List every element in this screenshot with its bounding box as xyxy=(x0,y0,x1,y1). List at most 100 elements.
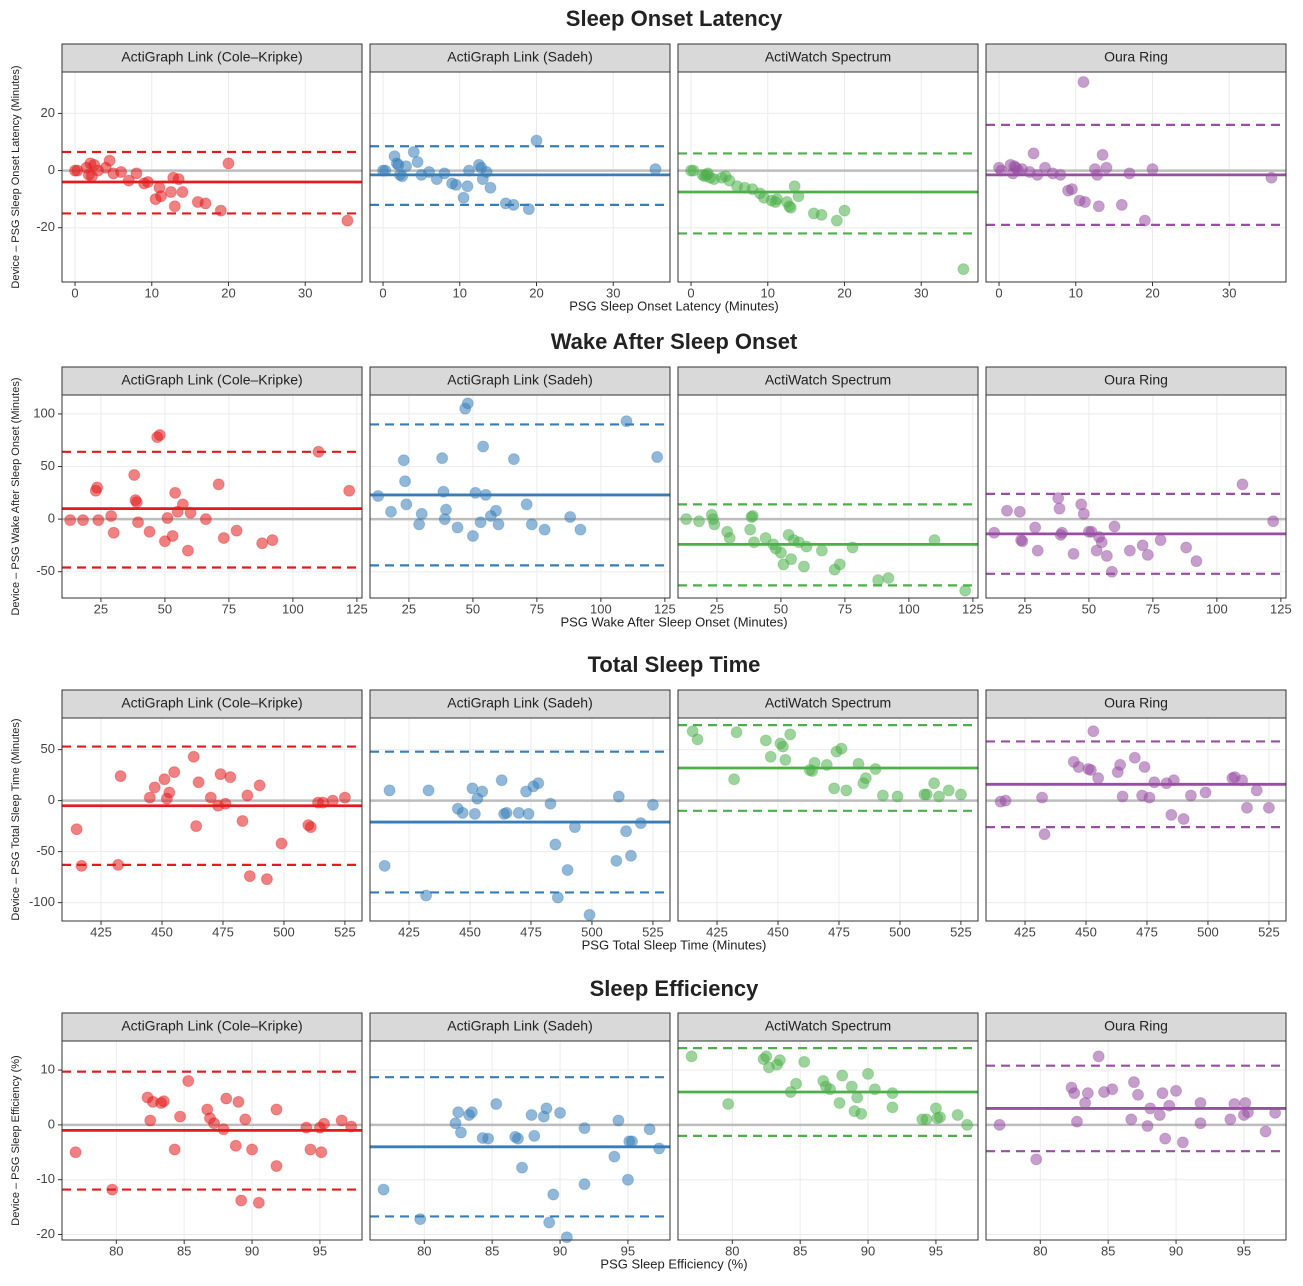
x-tick-label: 25 xyxy=(1018,601,1032,616)
point xyxy=(1170,1084,1183,1097)
point xyxy=(415,507,428,520)
strip-label: ActiGraph Link (Sadeh) xyxy=(447,372,593,388)
point xyxy=(182,1075,195,1088)
x-tick-label: 450 xyxy=(459,924,481,939)
point xyxy=(836,1069,849,1082)
point xyxy=(1095,536,1108,549)
x-tick-label: 525 xyxy=(334,924,356,939)
point xyxy=(1141,548,1154,561)
plot-bg xyxy=(678,718,978,921)
point xyxy=(1090,544,1103,557)
point xyxy=(653,1142,666,1155)
row-title: Sleep Efficiency xyxy=(590,976,760,1001)
point xyxy=(384,505,397,518)
point xyxy=(157,1095,170,1108)
point xyxy=(241,789,254,802)
y-axis-title: Device – PSG Sleep Efficiency (%) xyxy=(10,1055,22,1225)
strip-label: ActiWatch Spectrum xyxy=(765,372,891,388)
point xyxy=(845,1080,858,1093)
point xyxy=(304,821,317,834)
x-tick-label: 125 xyxy=(346,601,368,616)
x-tick-label: 80 xyxy=(109,1243,123,1258)
x-tick-label: 95 xyxy=(313,1243,327,1258)
point xyxy=(624,849,637,862)
panel-border xyxy=(369,394,671,599)
point xyxy=(1084,764,1097,777)
x-tick-label: 90 xyxy=(553,1243,567,1258)
point xyxy=(451,521,464,534)
point xyxy=(625,1135,638,1148)
point xyxy=(1072,760,1085,773)
point xyxy=(461,180,474,193)
point xyxy=(204,791,217,804)
point xyxy=(578,1122,591,1135)
x-tick-label: 0 xyxy=(687,285,694,300)
point xyxy=(168,200,181,213)
point xyxy=(574,523,587,536)
point xyxy=(722,1098,735,1111)
x-tick-label: 50 xyxy=(1082,601,1096,616)
point xyxy=(1236,478,1249,491)
point xyxy=(482,1132,495,1145)
plot-bg xyxy=(62,718,362,921)
point xyxy=(115,166,128,178)
point xyxy=(1079,1096,1092,1109)
point xyxy=(933,1111,946,1124)
point xyxy=(532,777,545,790)
point xyxy=(154,190,167,203)
point xyxy=(1143,791,1156,804)
point xyxy=(516,1161,529,1174)
point xyxy=(114,770,127,783)
x-tick-label: 425 xyxy=(1014,924,1036,939)
point xyxy=(686,725,699,738)
point xyxy=(1146,163,1159,176)
point xyxy=(176,186,189,198)
point xyxy=(1065,183,1078,196)
x-tick-label: 425 xyxy=(398,924,420,939)
point xyxy=(169,486,182,499)
point xyxy=(833,1096,846,1109)
point xyxy=(495,774,508,787)
strip xyxy=(369,366,671,396)
point xyxy=(851,1091,864,1104)
x-tick-label: 95 xyxy=(929,1243,943,1258)
panel-border xyxy=(677,71,979,283)
x-tick-label: 10 xyxy=(453,285,467,300)
point xyxy=(1177,812,1190,825)
x-tick-label: 25 xyxy=(402,601,416,616)
point xyxy=(760,1050,773,1063)
row-title: Total Sleep Time xyxy=(588,652,761,677)
y-tick-label: 0 xyxy=(48,511,55,526)
y-tick-label: 0 xyxy=(48,162,55,177)
point xyxy=(1000,504,1013,517)
point xyxy=(525,1109,538,1122)
panel-border xyxy=(677,394,979,599)
point xyxy=(239,1113,252,1126)
point xyxy=(578,1178,591,1191)
x-tick-label: 75 xyxy=(1146,601,1160,616)
point xyxy=(158,535,171,548)
x-tick-label: 20 xyxy=(837,285,851,300)
plot-bg xyxy=(678,395,978,598)
point xyxy=(1116,790,1129,803)
point xyxy=(484,181,497,194)
point xyxy=(76,514,89,527)
point xyxy=(341,214,354,227)
plot-bg xyxy=(370,395,670,598)
point xyxy=(560,1231,573,1244)
point xyxy=(468,807,481,820)
x-tick-label: 475 xyxy=(1136,924,1158,939)
panel-border xyxy=(61,1040,363,1241)
plot-bg xyxy=(986,718,1286,921)
point xyxy=(551,891,564,904)
y-axis-title: Device – PSG Total Sleep Time (Minutes) xyxy=(10,718,22,920)
point xyxy=(275,837,288,850)
strip xyxy=(61,689,363,719)
x-axis-title: PSG Sleep Onset Latency (Minutes) xyxy=(569,298,779,313)
point xyxy=(959,584,972,597)
point xyxy=(1067,547,1080,560)
plot-bg xyxy=(62,72,362,282)
point xyxy=(266,534,279,547)
point xyxy=(815,544,828,557)
